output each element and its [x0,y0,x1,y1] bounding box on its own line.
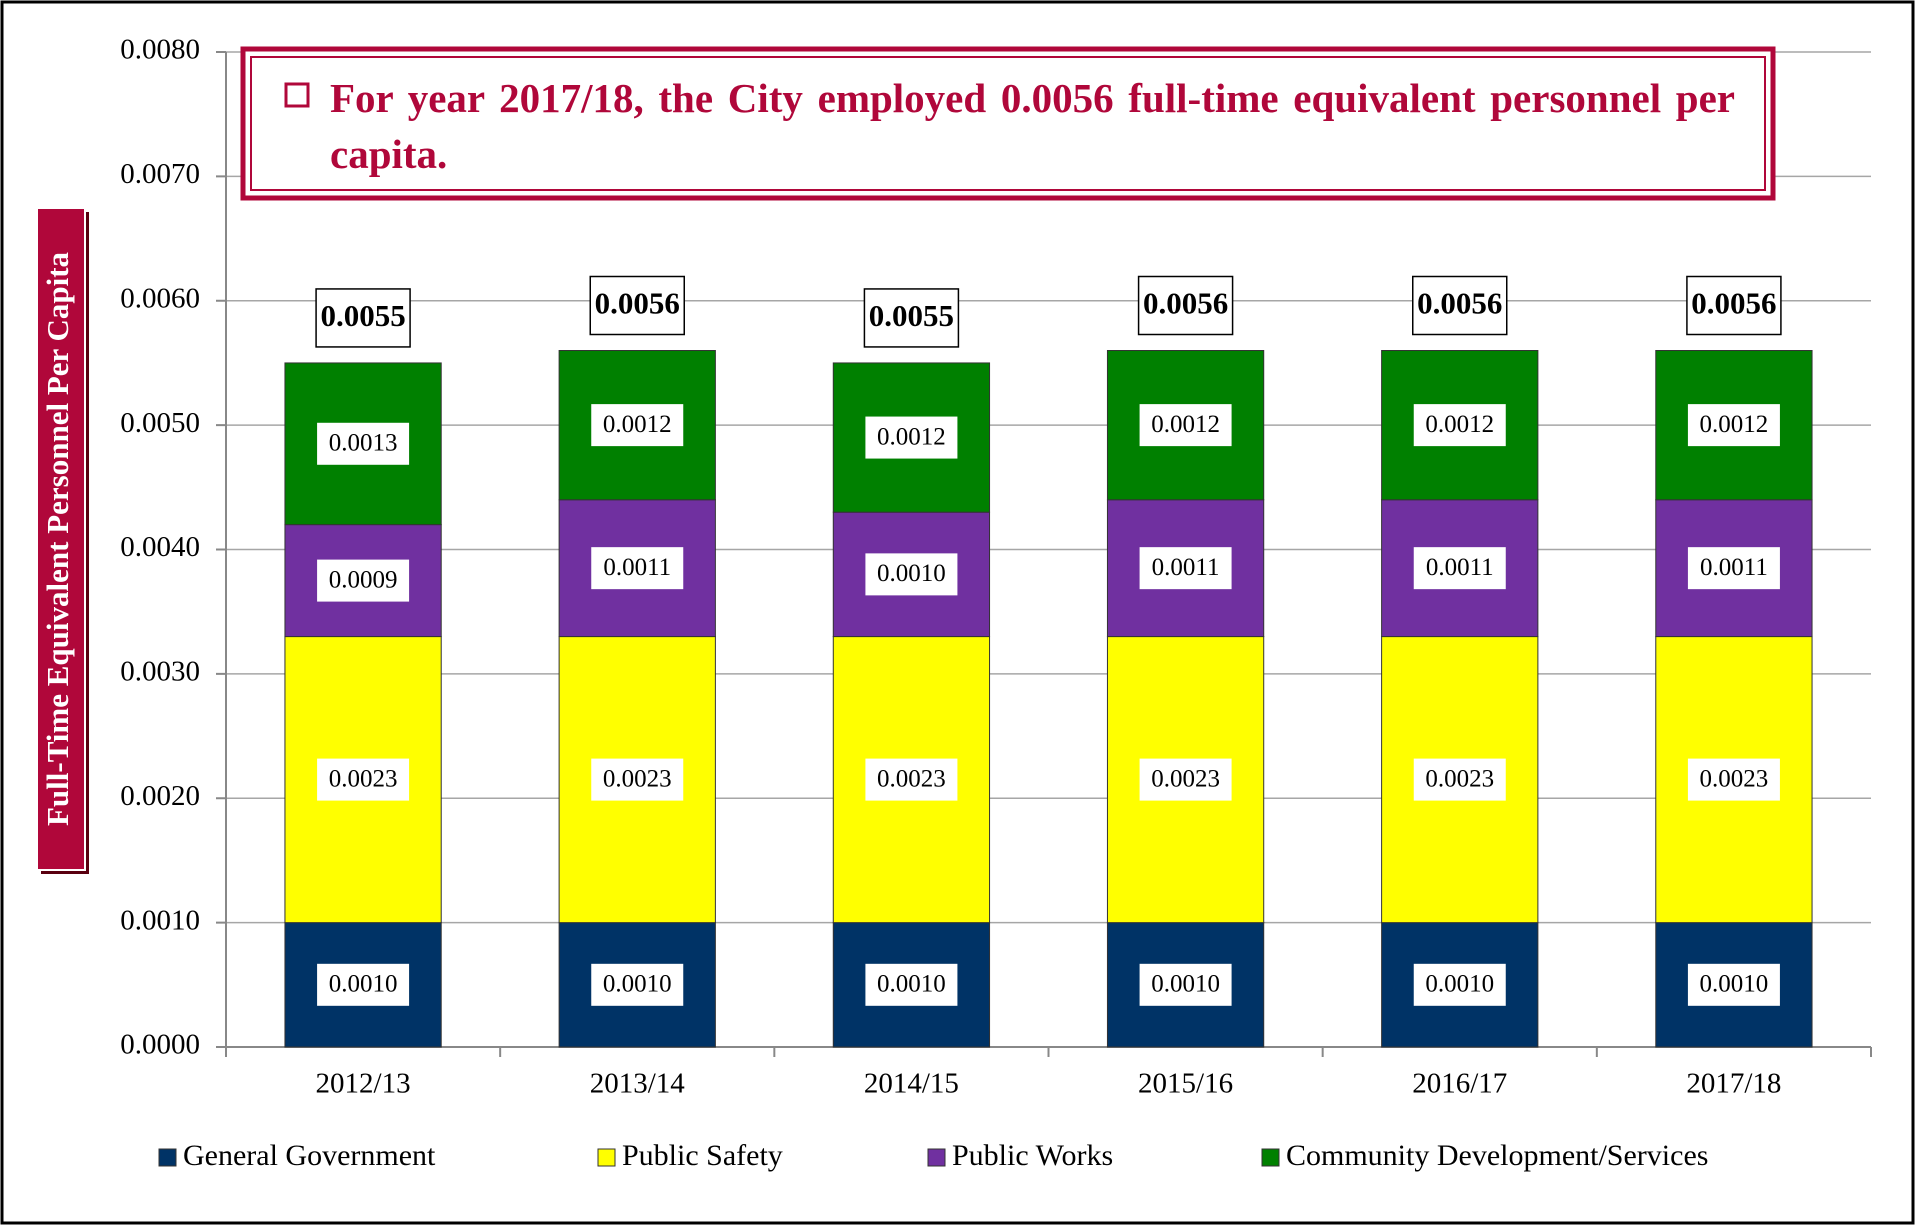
grid: 0.0000 0.0010 0.0020 0.0030 0.0040 0.0050 0.00… [120,34,1872,1061]
value-label-box [1687,758,1780,801]
value-label-box [1413,547,1506,590]
value-label: 0.0012 [877,423,946,450]
annotation: For year 2017/18, the City employed 0.00… [330,75,1735,177]
x-tick-label: 2013/14 [590,1068,686,1100]
value-label-box [865,416,958,459]
value-label-box [1139,404,1232,447]
value-label: 0.0009 [329,566,398,593]
y-tick-label: 0.0050 [120,407,200,439]
y-tick-label: 0.0020 [120,780,200,812]
total-label: 0.0056 [595,286,680,321]
value-label: 0.0012 [1151,411,1220,438]
value-label-box [591,547,684,590]
value-label: 0.0023 [603,765,672,792]
value-label-box [1139,758,1232,801]
value-label: 0.0011 [1152,554,1220,581]
total-label: 0.0056 [1143,286,1228,321]
value-label: 0.0010 [1700,971,1769,998]
total-label: 0.0055 [869,298,954,333]
value-label: 0.0012 [1700,411,1769,438]
total-label-box [315,288,411,348]
value-label: 0.0013 [329,430,398,457]
value-label: 0.0010 [877,560,946,587]
value-label-box [317,963,410,1006]
total-label: 0.0056 [1417,286,1502,321]
value-label: 0.0010 [1425,971,1494,998]
value-label-box [317,422,410,465]
legend-label: Community Development/Services [1286,1139,1708,1172]
y-tick-label: 0.0080 [120,34,200,66]
value-label-box [865,758,958,801]
value-label-box [865,553,958,596]
x-tick-label: 2015/16 [1138,1068,1233,1100]
total-label: 0.0055 [320,298,405,333]
value-label: 0.0023 [1425,765,1494,792]
value-label: 0.0012 [603,411,672,438]
bars: 0.0010 0.0023 0.0009 0.0013 0.0055 0.0010 0.00… [284,275,1813,1048]
total-label-box [863,288,960,348]
value-label: 0.0011 [603,554,671,581]
y-axis-label: Full-Time Equivalent Personnel Per Capit… [40,251,75,826]
value-label: 0.0010 [329,971,398,998]
value-label: 0.0010 [1151,971,1220,998]
legend-label: General Government [183,1139,436,1172]
value-label: 0.0023 [329,765,398,792]
y-label-box [36,207,86,871]
value-label: 0.0023 [877,765,946,792]
total-label-box [1137,275,1234,336]
value-label: 0.0012 [1425,411,1494,438]
y-tick-label: 0.0010 [120,904,200,936]
value-label-box [1687,547,1780,590]
value-label-box [317,559,410,602]
value-label-box [591,404,684,447]
legend-swatch [158,1148,177,1167]
value-label-box [591,963,684,1006]
total-label: 0.0056 [1691,286,1776,321]
value-label-box [1139,547,1232,590]
total-label-box [1686,275,1782,336]
value-label: 0.0010 [603,971,672,998]
x-tick-label: 2012/13 [316,1068,411,1100]
annotation-box [240,46,1776,201]
y-tick-label: 0.0000 [120,1029,200,1061]
value-label-box [1413,758,1506,801]
value-label-box [1687,963,1780,1006]
value-label: 0.0011 [1700,554,1768,581]
annotation-inner [250,56,1766,191]
value-label-box [591,758,684,801]
value-label: 0.0010 [877,971,946,998]
value-label: 0.0023 [1151,765,1220,792]
value-label-box [1139,963,1232,1006]
x-tick-label: 2016/17 [1412,1068,1507,1100]
value-label-box [317,758,410,801]
value-label-box [1413,963,1506,1006]
y-tick-label: 0.0070 [120,158,200,190]
value-label: 0.0011 [1426,554,1494,581]
total-label-box [589,275,685,336]
x-tick-label: 2014/15 [864,1068,959,1100]
total-label-box [1412,275,1508,336]
y-tick-label: 0.0060 [120,282,200,314]
legend-swatch [1261,1148,1280,1167]
legend-label: Public Works [952,1139,1113,1172]
value-label-box [1413,404,1506,447]
y-tick-label: 0.0030 [120,656,200,688]
legend-label: Public Safety [622,1139,783,1172]
legend-swatch [927,1148,946,1167]
value-label-box [1687,404,1780,447]
y-tick-label: 0.0040 [120,531,200,563]
legend-swatch [597,1148,616,1167]
bullet [284,82,310,108]
value-label-box [865,963,958,1006]
x-tick-label: 2017/18 [1686,1068,1781,1100]
value-label: 0.0023 [1700,765,1769,792]
